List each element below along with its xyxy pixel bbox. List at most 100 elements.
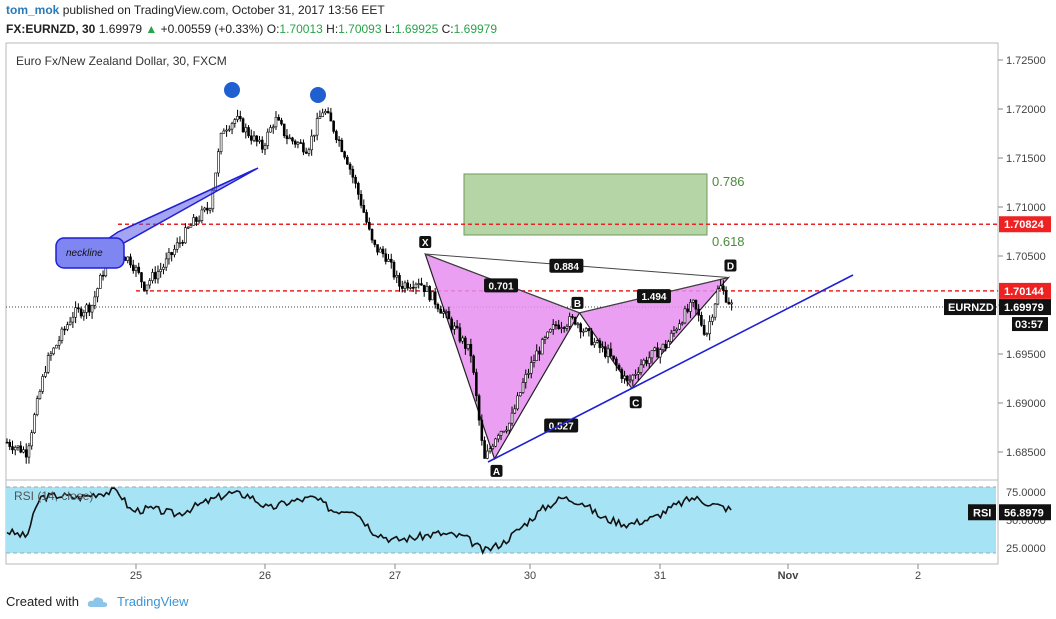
candle-body xyxy=(159,269,163,272)
rsi-band xyxy=(6,487,996,553)
candle-body xyxy=(203,207,206,211)
candle-body xyxy=(634,373,637,376)
candle-body xyxy=(82,312,86,317)
candle-body xyxy=(453,325,456,330)
candle-body xyxy=(650,350,654,359)
candle-body xyxy=(524,374,528,383)
candle-body xyxy=(260,139,264,150)
candle-body xyxy=(579,323,582,333)
x-tick-label: 2 xyxy=(915,570,921,582)
candle-body xyxy=(63,328,66,331)
candle-body xyxy=(507,422,511,431)
candle-body xyxy=(436,303,440,310)
candles-layer xyxy=(5,107,733,464)
candle-body xyxy=(219,133,223,152)
candle-body xyxy=(683,308,687,324)
candle-body xyxy=(400,286,404,289)
candle-body xyxy=(307,149,311,154)
neckline-label: neckline xyxy=(66,248,103,259)
candle-body xyxy=(469,344,473,357)
candle-body xyxy=(351,168,355,178)
x-tick-label: 30 xyxy=(524,570,536,582)
candle-body xyxy=(41,376,44,392)
ratio-tag xyxy=(484,278,519,293)
candle-body xyxy=(291,137,294,142)
candle-body xyxy=(93,296,97,306)
author-name[interactable]: tom_mok xyxy=(6,3,60,17)
candle-body xyxy=(277,117,281,121)
chart-frame xyxy=(5,42,999,565)
candle-body xyxy=(392,261,396,278)
candle-body xyxy=(672,330,676,334)
candle-body xyxy=(208,208,212,211)
candle-body xyxy=(151,272,154,281)
candle-body xyxy=(175,242,179,250)
candle-body xyxy=(285,135,289,139)
price-tag-text: 1.69979 xyxy=(1004,302,1044,314)
candle-body xyxy=(271,126,275,129)
candle-body xyxy=(431,291,434,301)
candle-body xyxy=(142,281,146,291)
candle-body xyxy=(598,340,602,348)
candle-body xyxy=(697,308,700,316)
candle-body xyxy=(74,307,77,318)
last-price: 1.69979 xyxy=(98,22,143,36)
candle-body xyxy=(428,286,431,301)
candle-body xyxy=(96,288,99,298)
candle-body xyxy=(225,129,228,132)
fib-label: 0.786 xyxy=(712,174,745,189)
candle-body xyxy=(403,282,407,289)
candle-body xyxy=(631,374,635,381)
point-label: B xyxy=(574,299,581,310)
candle-body xyxy=(170,252,173,256)
candle-body xyxy=(716,288,720,305)
candle-body xyxy=(576,323,580,326)
candle-body xyxy=(656,347,659,358)
candle-body xyxy=(702,324,706,335)
candle-body xyxy=(228,128,231,131)
candle-body xyxy=(439,308,442,314)
candle-body xyxy=(389,258,393,263)
candle-body xyxy=(590,330,593,346)
candle-body xyxy=(88,304,91,313)
point-label: C xyxy=(632,398,639,409)
candle-body xyxy=(315,118,319,136)
candle-body xyxy=(299,142,302,144)
target-zone[interactable] xyxy=(463,173,708,236)
rising-wedge-drawing[interactable] xyxy=(95,167,259,248)
point-label: D xyxy=(727,262,734,273)
candle-body xyxy=(195,217,198,222)
candle-body xyxy=(90,305,94,313)
x-tick-label: 26 xyxy=(259,570,271,582)
support-trendline[interactable] xyxy=(487,274,854,463)
candle-body xyxy=(642,359,646,366)
candle-body xyxy=(129,256,132,266)
candle-body xyxy=(263,145,267,150)
candle-body xyxy=(206,207,209,211)
candle-body xyxy=(22,449,25,453)
candle-body xyxy=(197,220,201,222)
price-tag xyxy=(999,299,1051,316)
y-tick-label: 1.68500 xyxy=(1006,447,1046,459)
y-tick-label: 1.69000 xyxy=(1006,398,1046,410)
x-tick-label: 25 xyxy=(130,570,142,582)
candle-body xyxy=(647,357,651,364)
candle-body xyxy=(60,328,64,341)
candle-body xyxy=(535,350,539,361)
cloud-icon xyxy=(87,596,108,607)
candle-body xyxy=(645,359,648,364)
candle-body xyxy=(337,139,341,141)
price-chart[interactable]: 1.72500 1.72000 1.71500 1.71000 1.70500 1.700… xyxy=(0,0,1056,590)
neckline-box[interactable] xyxy=(55,237,125,269)
timer-tag xyxy=(1012,317,1048,332)
candle-body xyxy=(669,332,673,342)
candle-body xyxy=(134,266,138,271)
candle-body xyxy=(373,239,377,245)
candle-body xyxy=(16,445,20,448)
top-marker-1[interactable] xyxy=(224,82,240,98)
top-marker-2[interactable] xyxy=(310,87,326,103)
rsi-name-tag xyxy=(968,504,996,521)
publish-line: tom_mok published on TradingView.com, Oc… xyxy=(6,3,385,17)
open-value: 1.70013 xyxy=(279,22,323,36)
tradingview-link[interactable]: TradingView xyxy=(116,594,189,609)
